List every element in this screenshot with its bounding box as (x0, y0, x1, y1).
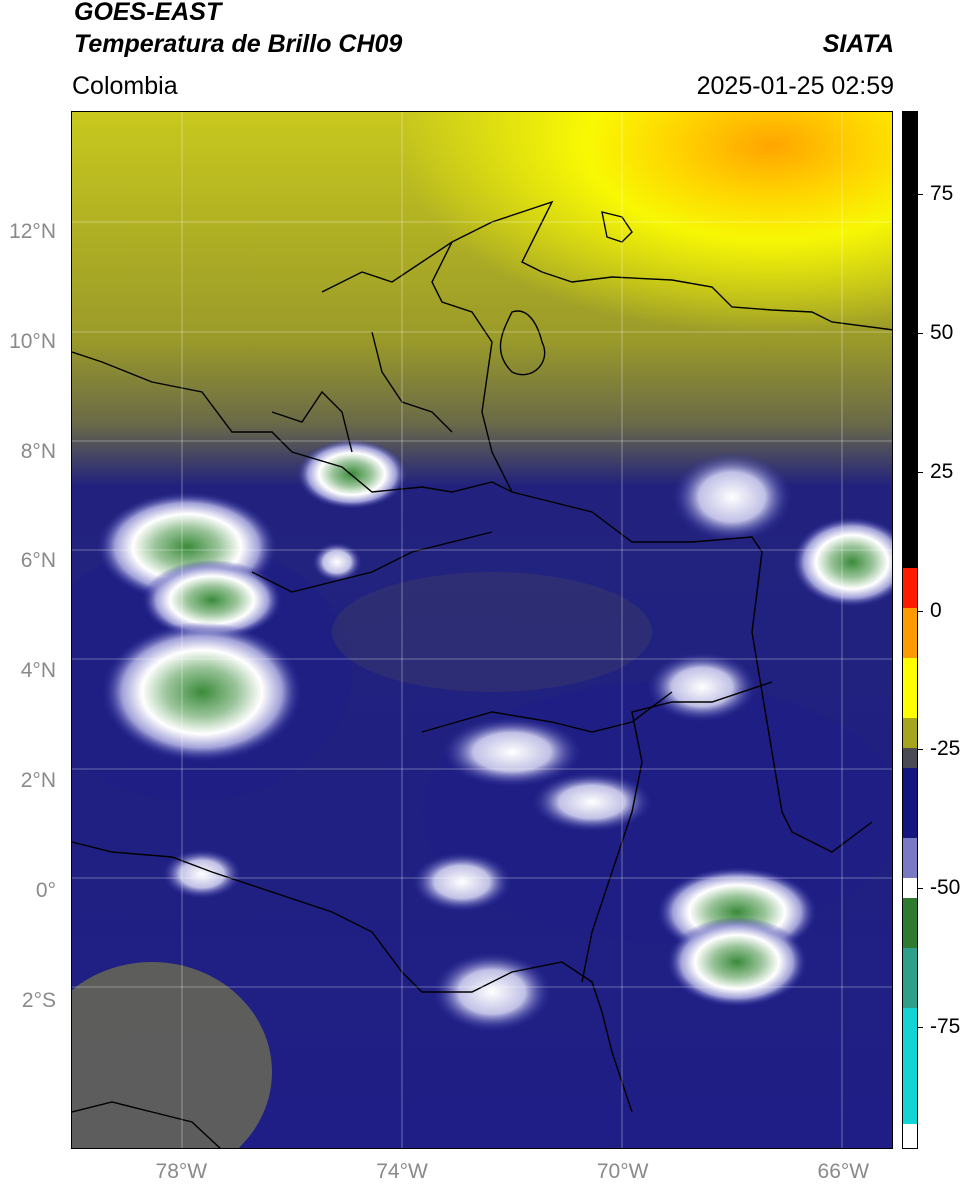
lat-tick-label: 2°S (21, 988, 56, 1012)
satellite-title: GOES-EAST (74, 0, 222, 26)
colorbar-tick-mark (917, 471, 923, 473)
colorbar-tick-label: -50 (930, 876, 961, 900)
colorbar-tick-mark (917, 888, 923, 890)
lat-tick-label: 10°N (9, 329, 56, 353)
colorbar-tick-mark (917, 749, 923, 751)
lon-tick-label: 74°W (376, 1160, 428, 1183)
lat-tick-label: 0° (35, 878, 56, 902)
colorbar-tick-label: 0 (930, 598, 942, 622)
colorbar-tick-mark (917, 333, 923, 335)
colorbar-tick-label: 50 (930, 321, 954, 345)
colorbar-tick-label: -25 (930, 737, 961, 761)
colorbar (902, 111, 918, 1149)
colorbar-tick-mark (917, 610, 923, 612)
brand-label: SIATA (822, 30, 894, 58)
colorbar-tick-label: 75 (930, 182, 954, 206)
satellite-map (71, 111, 893, 1149)
lat-tick-label: 12°N (9, 219, 56, 243)
gridlines (72, 112, 892, 1148)
lon-tick-label: 66°W (817, 1160, 870, 1183)
datetime-label: 2025-01-25 02:59 (696, 72, 894, 100)
lat-tick-label: 4°N (20, 659, 56, 683)
lon-tick-label: 70°W (596, 1160, 649, 1183)
colorbar-tick-label: -75 (930, 1014, 961, 1038)
product-title: Temperatura de Brillo CH09 (74, 30, 403, 58)
region-label: Colombia (72, 72, 178, 100)
country-borders (72, 200, 892, 1148)
colorbar-tick-label: 25 (930, 459, 954, 483)
colorbar-tick-mark (917, 194, 923, 196)
colorbar-tick-mark (917, 1026, 923, 1028)
lat-tick-label: 8°N (20, 439, 56, 463)
lon-tick-label: 78°W (155, 1160, 208, 1183)
lat-tick-label: 6°N (20, 549, 56, 573)
lat-tick-label: 2°N (20, 769, 56, 793)
